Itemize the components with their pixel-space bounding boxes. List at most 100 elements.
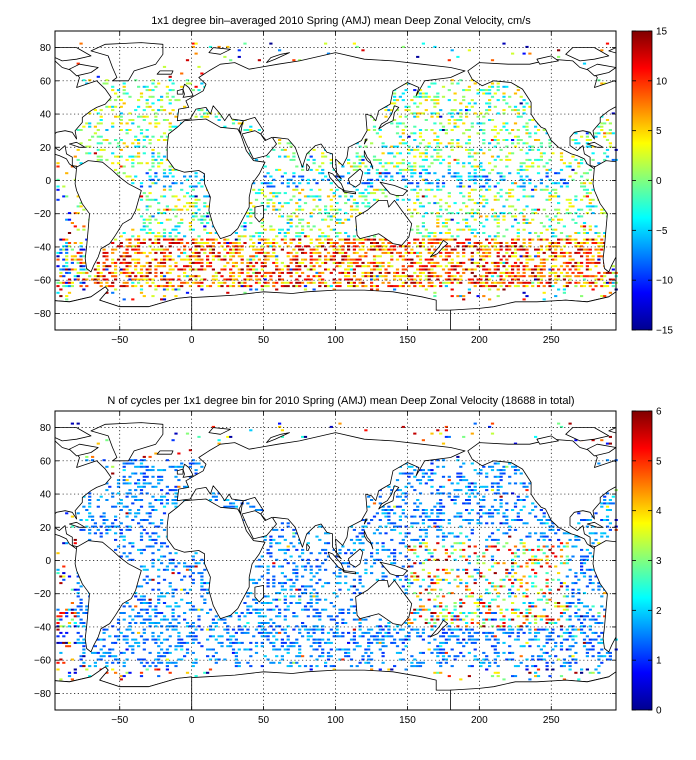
data-cell (603, 295, 607, 298)
data-cell (82, 645, 86, 648)
data-cell (177, 641, 181, 644)
data-cell (309, 238, 313, 241)
data-cell (295, 615, 299, 618)
data-cell (447, 89, 451, 92)
data-cell (519, 261, 523, 264)
data-cell (79, 608, 83, 611)
data-cell (505, 158, 509, 161)
data-cell (151, 278, 155, 281)
data-cell (67, 268, 72, 271)
data-cell (352, 242, 356, 244)
data-cell (358, 212, 362, 215)
data-cell (536, 285, 541, 288)
data-cell (73, 275, 77, 278)
data-cell (459, 109, 463, 112)
data-cell (260, 288, 264, 291)
data-cell (490, 631, 495, 634)
data-cell (508, 172, 512, 175)
data-cell (545, 665, 549, 668)
data-cell (582, 182, 587, 185)
data-cell (145, 612, 149, 614)
data-cell (67, 278, 72, 281)
data-cell (105, 651, 109, 654)
data-cell (390, 145, 394, 148)
data-cell (407, 265, 411, 268)
data-cell (119, 242, 123, 244)
data-cell (433, 295, 437, 298)
data-cell (355, 202, 359, 205)
data-cell (145, 278, 149, 281)
data-cell (275, 242, 279, 244)
data-cell (401, 122, 405, 125)
data-cell (306, 281, 310, 284)
data-cell (260, 625, 264, 628)
data-cell (318, 638, 322, 641)
data-cell (462, 251, 466, 254)
data-cell (315, 275, 319, 278)
data-cell (456, 635, 460, 638)
data-cell (306, 635, 310, 638)
data-cell (125, 271, 129, 274)
data-cell (447, 232, 451, 234)
data-cell (329, 602, 333, 604)
data-cell (568, 648, 572, 651)
data-cell (574, 281, 578, 284)
data-cell (59, 295, 63, 298)
data-cell (122, 102, 126, 105)
landmass (241, 130, 277, 160)
data-cell (96, 142, 100, 145)
data-cell (96, 122, 100, 125)
data-cell (171, 175, 175, 178)
data-cell (488, 248, 492, 251)
data-cell (387, 162, 391, 165)
data-cell (577, 232, 581, 234)
data-cell (59, 238, 63, 241)
data-cell (370, 281, 374, 284)
data-cell (467, 185, 471, 188)
data-cell (85, 605, 89, 608)
data-cell (168, 605, 172, 608)
data-cell (111, 162, 115, 165)
data-cell (321, 638, 325, 641)
data-cell (568, 278, 572, 281)
data-cell (338, 208, 342, 211)
data-cell (125, 641, 129, 644)
data-cell (191, 275, 195, 278)
data-cell (574, 658, 578, 661)
data-cell (557, 222, 561, 224)
data-cell (410, 612, 414, 614)
data-cell (424, 155, 428, 158)
data-cell (433, 618, 437, 621)
data-cell (404, 638, 408, 641)
data-cell (128, 119, 132, 121)
data-cell (574, 641, 578, 644)
data-cell (309, 215, 313, 218)
data-cell (352, 641, 356, 644)
data-cell (528, 148, 532, 151)
data-cell (157, 661, 161, 664)
data-cell (513, 135, 518, 138)
data-cell (148, 122, 152, 125)
data-cell (390, 162, 394, 165)
data-cell (597, 242, 601, 244)
data-cell (128, 242, 132, 244)
data-cell (318, 628, 322, 631)
data-cell (485, 638, 489, 641)
data-cell (165, 285, 169, 288)
data-cell (384, 625, 388, 628)
data-cell (493, 92, 497, 95)
data-cell (482, 258, 486, 261)
data-cell (502, 678, 506, 681)
data-cell (229, 615, 233, 618)
data-cell (309, 265, 313, 268)
data-cell (398, 152, 402, 155)
data-cell (358, 155, 362, 158)
data-cell (539, 265, 543, 268)
data-cell (416, 612, 420, 614)
data-cell (574, 275, 578, 278)
data-cell (191, 212, 195, 215)
data-cell (183, 248, 187, 251)
data-cell (508, 158, 512, 161)
data-cell (125, 268, 129, 271)
